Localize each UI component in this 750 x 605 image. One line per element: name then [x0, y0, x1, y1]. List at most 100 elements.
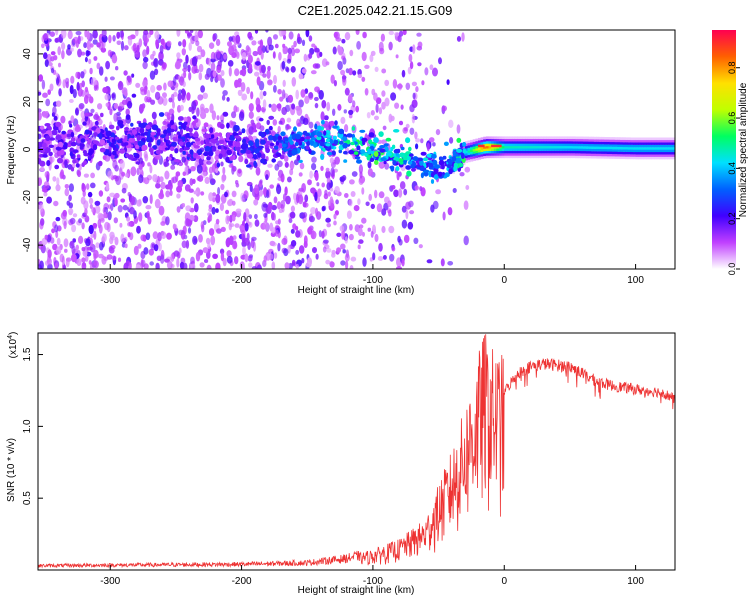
noise-mark [294, 48, 301, 54]
ridge-mark [669, 147, 673, 150]
ridge-mark [606, 141, 610, 145]
noise-mark [440, 258, 445, 267]
ridge-mark [583, 155, 587, 159]
ridge-mark [399, 152, 405, 158]
noise-mark [84, 208, 88, 216]
ridge-mark [609, 153, 613, 157]
noise-mark [41, 187, 48, 193]
noise-mark [188, 71, 192, 81]
ridge-mark [512, 141, 516, 144]
ridge-mark [559, 138, 563, 142]
ridge-mark [55, 146, 62, 151]
noise-mark [369, 257, 374, 262]
noise-mark [273, 74, 277, 85]
ridge-mark [58, 149, 65, 156]
noise-mark [116, 31, 121, 39]
ridge-mark [467, 152, 471, 155]
noise-mark [248, 111, 254, 119]
ridge-mark [567, 136, 571, 139]
ridge-mark [69, 123, 73, 128]
noise-mark [335, 199, 339, 205]
noise-mark [160, 38, 165, 46]
ridge-mark [258, 117, 264, 122]
ridge-mark [464, 145, 469, 149]
noise-mark [343, 109, 347, 114]
noise-mark [154, 155, 160, 160]
noise-mark [204, 73, 210, 80]
noise-mark [392, 79, 398, 89]
ridge-mark [569, 138, 574, 142]
ridge-mark [464, 143, 469, 147]
ridge-mark [234, 146, 241, 151]
noise-mark [227, 41, 232, 47]
ridge-mark [98, 160, 103, 167]
ridge-mark [406, 170, 412, 177]
ridge-mark [447, 159, 453, 165]
noise-mark [221, 94, 226, 101]
ridge-mark [472, 139, 476, 142]
noise-mark [220, 114, 225, 122]
ridge-mark [446, 163, 452, 169]
noise-mark [128, 262, 132, 269]
ridge-mark [475, 155, 479, 158]
ridge-mark [588, 146, 592, 149]
ridge-mark [669, 142, 673, 145]
noise-mark [312, 247, 317, 254]
ridge-mark [606, 144, 610, 147]
noise-mark [80, 51, 86, 56]
noise-mark [216, 74, 222, 81]
noise-mark [298, 172, 303, 177]
noise-mark [249, 184, 253, 193]
ridge-mark [512, 148, 516, 151]
noise-mark [174, 224, 178, 232]
noise-mark [119, 30, 124, 38]
ridge-mark [535, 138, 539, 142]
noise-mark [323, 115, 329, 121]
noise-mark [310, 230, 317, 240]
noise-mark [176, 52, 181, 59]
noise-mark [390, 92, 397, 101]
ridge-mark [585, 151, 589, 154]
noise-mark [310, 70, 317, 75]
ridge-mark [551, 143, 555, 147]
ridge-mark [619, 151, 623, 155]
noise-mark [442, 211, 446, 221]
ridge-mark [562, 155, 566, 159]
ridge-mark [580, 141, 584, 144]
ridge-mark [601, 156, 605, 159]
noise-mark [339, 225, 345, 232]
noise-mark [193, 190, 198, 195]
ridge-mark [478, 137, 482, 141]
noise-mark [256, 264, 263, 269]
noise-mark [206, 160, 212, 165]
noise-mark [190, 35, 196, 45]
ridge-mark [667, 137, 671, 141]
ridge-mark [596, 141, 600, 145]
noise-mark [188, 42, 192, 51]
noise-mark [182, 171, 187, 176]
ridge-mark [604, 139, 608, 142]
ridge-mark [226, 132, 230, 139]
ridge-mark [577, 146, 581, 149]
noise-mark [248, 126, 254, 135]
noise-mark [42, 111, 48, 118]
ridge-mark [455, 157, 462, 164]
ridge-mark [664, 151, 668, 155]
noise-mark [344, 236, 348, 244]
noise-mark [46, 196, 52, 204]
noise-mark [417, 62, 422, 67]
ridge-mark [56, 157, 64, 164]
ridge-mark [646, 149, 650, 153]
noise-mark [215, 262, 221, 269]
ridge-mark [541, 148, 545, 151]
noise-mark [196, 45, 203, 53]
noise-mark [419, 186, 423, 192]
noise-mark [391, 185, 396, 190]
ridge-mark [556, 148, 560, 151]
noise-mark [349, 224, 353, 231]
noise-mark [109, 108, 113, 116]
ridge-mark [70, 131, 75, 138]
noise-mark [39, 166, 45, 172]
noise-mark [209, 103, 214, 114]
ridge-mark [206, 137, 210, 145]
